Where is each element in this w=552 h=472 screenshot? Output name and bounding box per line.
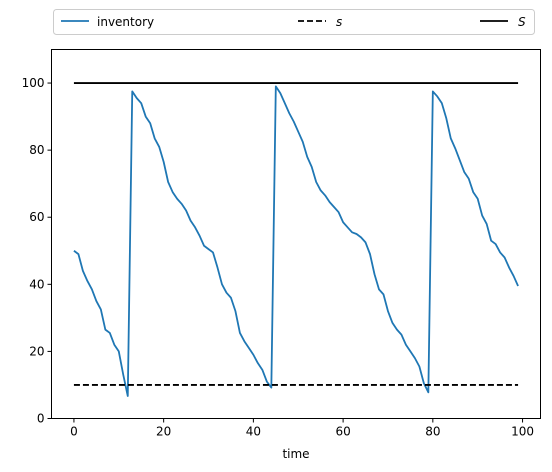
legend-label-S: S bbox=[518, 15, 526, 29]
legend-label-inventory: inventory bbox=[97, 15, 154, 29]
x-axis-label: time bbox=[282, 447, 309, 461]
y-tick-label: 60 bbox=[29, 210, 44, 224]
y-axis-ticks: 0 20 40 60 80 100 bbox=[22, 76, 52, 426]
y-tick-label: 0 bbox=[37, 412, 45, 426]
x-tick-label: 20 bbox=[156, 425, 171, 439]
series-layer bbox=[73, 82, 519, 397]
x-tick-label: 80 bbox=[425, 425, 440, 439]
plot-frame bbox=[51, 49, 541, 419]
series-line-inventory bbox=[73, 85, 519, 397]
y-tick-label: 80 bbox=[29, 143, 44, 157]
y-tick-label: 20 bbox=[29, 344, 44, 358]
legend-frame bbox=[53, 9, 535, 35]
x-axis-ticks: 0 20 40 60 80 100 bbox=[70, 418, 534, 439]
y-tick-label: 100 bbox=[22, 76, 45, 90]
x-tick-label: 40 bbox=[246, 425, 261, 439]
y-tick-label: 40 bbox=[29, 277, 44, 291]
x-tick-label: 0 bbox=[70, 425, 78, 439]
legend-label-s: s bbox=[336, 15, 342, 29]
x-tick-label: 100 bbox=[511, 425, 534, 439]
legend: inventory s S bbox=[53, 9, 535, 35]
x-tick-label: 60 bbox=[335, 425, 350, 439]
